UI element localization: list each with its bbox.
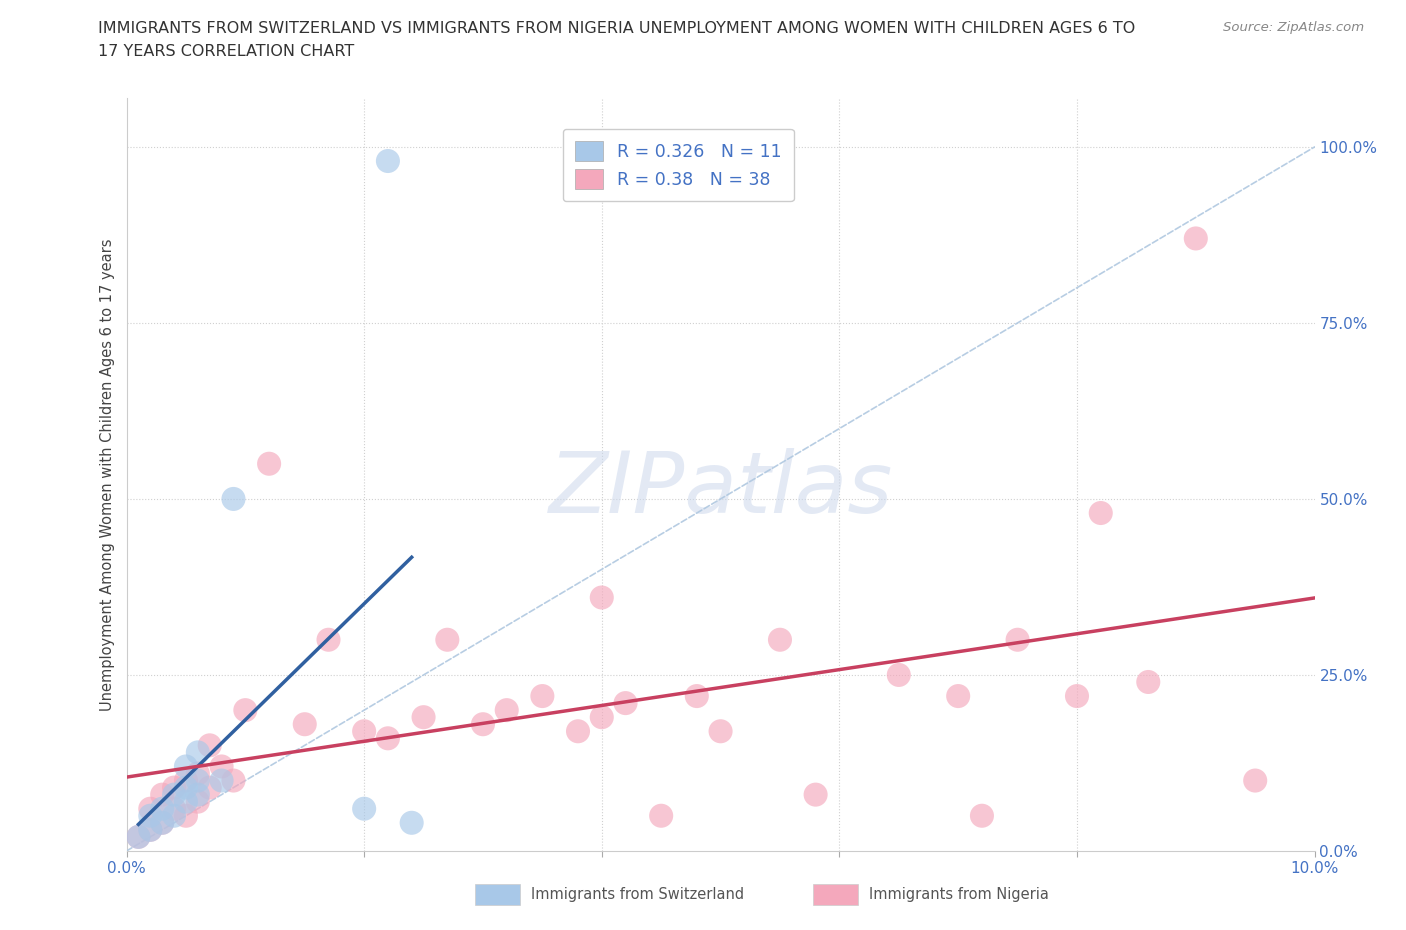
Point bbox=[710, 724, 733, 738]
Point bbox=[1090, 506, 1112, 521]
Point bbox=[150, 816, 173, 830]
Point bbox=[139, 822, 162, 837]
Point bbox=[198, 737, 221, 752]
Point bbox=[1007, 632, 1029, 647]
Point bbox=[127, 830, 149, 844]
Point bbox=[127, 830, 149, 844]
Point bbox=[211, 759, 233, 774]
Text: ZIPatlas: ZIPatlas bbox=[548, 448, 893, 531]
Point bbox=[174, 794, 197, 809]
Point bbox=[650, 808, 672, 823]
Point bbox=[495, 703, 517, 718]
Point bbox=[174, 773, 197, 788]
Point bbox=[150, 816, 173, 830]
Point bbox=[970, 808, 993, 823]
Point bbox=[187, 745, 209, 760]
Point bbox=[567, 724, 589, 738]
Point bbox=[222, 773, 245, 788]
Point bbox=[257, 457, 280, 472]
Point bbox=[401, 816, 423, 830]
Point bbox=[198, 780, 221, 795]
Text: Source: ZipAtlas.com: Source: ZipAtlas.com bbox=[1223, 21, 1364, 34]
Point bbox=[211, 773, 233, 788]
Point bbox=[222, 491, 245, 506]
Text: IMMIGRANTS FROM SWITZERLAND VS IMMIGRANTS FROM NIGERIA UNEMPLOYMENT AMONG WOMEN : IMMIGRANTS FROM SWITZERLAND VS IMMIGRANT… bbox=[98, 21, 1136, 36]
Point bbox=[948, 688, 970, 703]
Point bbox=[163, 802, 186, 817]
Point bbox=[139, 808, 162, 823]
Point bbox=[187, 787, 209, 802]
Point bbox=[804, 787, 827, 802]
Point bbox=[887, 668, 910, 683]
Point bbox=[139, 802, 162, 817]
Point bbox=[591, 710, 613, 724]
Point bbox=[318, 632, 340, 647]
Point bbox=[150, 802, 173, 817]
Point bbox=[377, 731, 399, 746]
Point bbox=[1184, 231, 1206, 246]
Point bbox=[150, 787, 173, 802]
Point bbox=[1066, 688, 1088, 703]
Point bbox=[187, 773, 209, 788]
Text: Immigrants from Switzerland: Immigrants from Switzerland bbox=[531, 887, 745, 902]
Text: 17 YEARS CORRELATION CHART: 17 YEARS CORRELATION CHART bbox=[98, 44, 354, 59]
Point bbox=[353, 724, 375, 738]
Point bbox=[531, 688, 554, 703]
Point bbox=[174, 780, 197, 795]
Legend: R = 0.326   N = 11, R = 0.38   N = 38: R = 0.326 N = 11, R = 0.38 N = 38 bbox=[562, 129, 793, 201]
Point bbox=[163, 808, 186, 823]
Point bbox=[174, 808, 197, 823]
Point bbox=[174, 759, 197, 774]
Point bbox=[187, 794, 209, 809]
Point bbox=[163, 780, 186, 795]
Point bbox=[1137, 674, 1160, 689]
Point bbox=[139, 822, 162, 837]
Point bbox=[187, 766, 209, 781]
Point bbox=[233, 703, 257, 718]
Text: Immigrants from Nigeria: Immigrants from Nigeria bbox=[869, 887, 1049, 902]
Point bbox=[614, 696, 637, 711]
Y-axis label: Unemployment Among Women with Children Ages 6 to 17 years: Unemployment Among Women with Children A… bbox=[100, 238, 115, 711]
Point bbox=[472, 717, 495, 732]
Point bbox=[769, 632, 792, 647]
Point bbox=[686, 688, 709, 703]
Point bbox=[163, 787, 186, 802]
Point bbox=[353, 802, 375, 817]
Point bbox=[294, 717, 316, 732]
Point bbox=[1244, 773, 1267, 788]
Point bbox=[591, 590, 613, 604]
Point bbox=[436, 632, 458, 647]
Point bbox=[412, 710, 434, 724]
Point bbox=[377, 153, 399, 168]
